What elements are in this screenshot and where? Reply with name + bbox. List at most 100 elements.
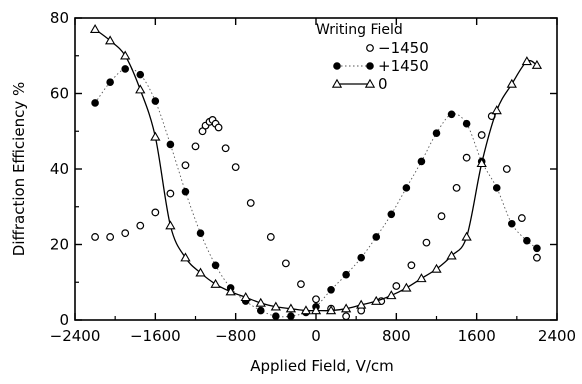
data-point-filled-circle bbox=[121, 65, 130, 73]
data-point-open-circle bbox=[151, 208, 160, 217]
data-point-open-circle bbox=[266, 233, 275, 241]
data-point-open-circle bbox=[437, 212, 446, 221]
data-point-open-triangle bbox=[401, 282, 412, 292]
data-point-open-triangle bbox=[285, 303, 297, 313]
data-point-open-circle bbox=[191, 142, 200, 151]
data-point-open-triangle bbox=[506, 78, 517, 88]
data-point-open-triangle bbox=[371, 295, 382, 305]
data-point-open-triangle bbox=[364, 78, 376, 88]
data-point-open-triangle bbox=[386, 290, 397, 300]
data-point-open-triangle bbox=[195, 267, 206, 277]
data-point-filled-circle bbox=[366, 62, 374, 70]
data-point-open-circle bbox=[166, 189, 175, 198]
data-point-filled-circle bbox=[136, 70, 145, 79]
series-open-triangle bbox=[89, 24, 543, 315]
legend-entry: +1450 bbox=[333, 57, 429, 75]
data-point-open-triangle bbox=[225, 286, 236, 296]
series-open-circle bbox=[91, 112, 541, 321]
data-point-filled-circle bbox=[196, 229, 205, 237]
data-point-open-circle bbox=[297, 280, 305, 289]
data-point-filled-circle bbox=[508, 219, 516, 228]
data-point-open-triangle bbox=[431, 263, 442, 273]
data-point-open-triangle bbox=[416, 273, 427, 283]
data-point-open-triangle bbox=[240, 292, 251, 302]
data-point-filled-circle bbox=[533, 244, 541, 253]
data-point-open-triangle bbox=[310, 305, 322, 315]
data-point-open-circle bbox=[452, 183, 461, 192]
data-point-open-triangle bbox=[180, 252, 191, 262]
data-point-filled-circle bbox=[106, 78, 114, 86]
x-tick-label: 2400 bbox=[538, 327, 576, 345]
data-point-filled-circle bbox=[181, 187, 190, 196]
x-tick-label: 800 bbox=[382, 327, 411, 345]
legend-title: Writing Field bbox=[316, 22, 403, 38]
data-point-open-circle bbox=[91, 233, 99, 241]
data-point-open-circle bbox=[312, 295, 320, 304]
series-line-dotted bbox=[94, 68, 538, 318]
data-point-open-circle bbox=[221, 144, 230, 153]
y-tick-label: 40 bbox=[50, 160, 69, 178]
legend-entry: 0 bbox=[331, 75, 388, 93]
data-point-open-triangle bbox=[340, 303, 352, 313]
y-tick-label: 60 bbox=[50, 85, 69, 103]
legend-label: −1450 bbox=[378, 39, 429, 57]
data-point-open-triangle bbox=[135, 84, 146, 94]
data-point-open-circle bbox=[533, 253, 541, 262]
data-point-open-triangle bbox=[270, 301, 281, 311]
x-tick-label: −2400 bbox=[50, 327, 101, 345]
data-point-open-circle bbox=[214, 123, 223, 132]
data-point-filled-circle bbox=[211, 261, 220, 270]
data-point-open-triangle bbox=[104, 35, 116, 45]
data-point-open-triangle bbox=[300, 305, 312, 315]
data-point-open-triangle bbox=[446, 250, 457, 260]
y-axis-title: Diffraction Efficiency % bbox=[10, 82, 28, 256]
x-tick-label: −1600 bbox=[130, 327, 181, 345]
plot-frame bbox=[74, 17, 558, 321]
legend-label: +1450 bbox=[378, 57, 429, 75]
data-point-open-triangle bbox=[165, 220, 176, 230]
x-tick-label: 1600 bbox=[458, 327, 496, 345]
data-point-filled-circle bbox=[447, 110, 456, 119]
y-tick-label: 80 bbox=[50, 9, 69, 27]
data-point-open-circle bbox=[106, 233, 115, 241]
data-point-filled-circle bbox=[342, 270, 350, 279]
data-point-open-circle bbox=[246, 199, 255, 207]
data-point-filled-circle bbox=[287, 312, 295, 321]
data-point-filled-circle bbox=[523, 236, 531, 245]
data-point-open-triangle bbox=[531, 59, 543, 69]
data-point-filled-circle bbox=[372, 233, 381, 241]
data-point-open-triangle bbox=[331, 78, 343, 88]
data-point-open-circle bbox=[462, 153, 471, 162]
data-point-open-triangle bbox=[150, 131, 161, 141]
x-tick-label: −800 bbox=[215, 327, 256, 345]
data-point-open-triangle bbox=[491, 105, 502, 115]
data-point-filled-circle bbox=[327, 285, 335, 294]
data-point-filled-circle bbox=[417, 157, 426, 166]
data-point-filled-circle bbox=[462, 119, 471, 128]
data-point-filled-circle bbox=[333, 62, 341, 70]
data-point-open-triangle bbox=[476, 158, 487, 168]
x-axis-title: Applied Field, V/cm bbox=[250, 357, 394, 375]
data-point-filled-circle bbox=[387, 210, 396, 219]
data-point-open-triangle bbox=[325, 305, 337, 315]
data-point-open-circle bbox=[517, 214, 526, 222]
data-point-open-circle bbox=[502, 165, 511, 173]
data-point-filled-circle bbox=[402, 184, 411, 192]
data-point-open-triangle bbox=[89, 24, 101, 34]
data-point-filled-circle bbox=[432, 129, 441, 137]
data-point-open-triangle bbox=[521, 56, 533, 66]
data-point-open-circle bbox=[477, 131, 486, 139]
data-point-open-circle bbox=[342, 312, 351, 321]
data-point-open-circle bbox=[136, 221, 145, 230]
data-point-open-circle bbox=[407, 261, 416, 270]
data-point-open-triangle bbox=[120, 50, 131, 60]
legend-label: 0 bbox=[378, 75, 388, 93]
data-point-filled-circle bbox=[166, 140, 175, 149]
data-point-filled-circle bbox=[151, 97, 160, 105]
data-point-open-circle bbox=[366, 44, 374, 52]
data-point-open-circle bbox=[281, 259, 290, 268]
data-point-open-circle bbox=[231, 163, 240, 172]
y-tick-label: 20 bbox=[50, 236, 69, 254]
data-point-filled-circle bbox=[91, 99, 99, 107]
